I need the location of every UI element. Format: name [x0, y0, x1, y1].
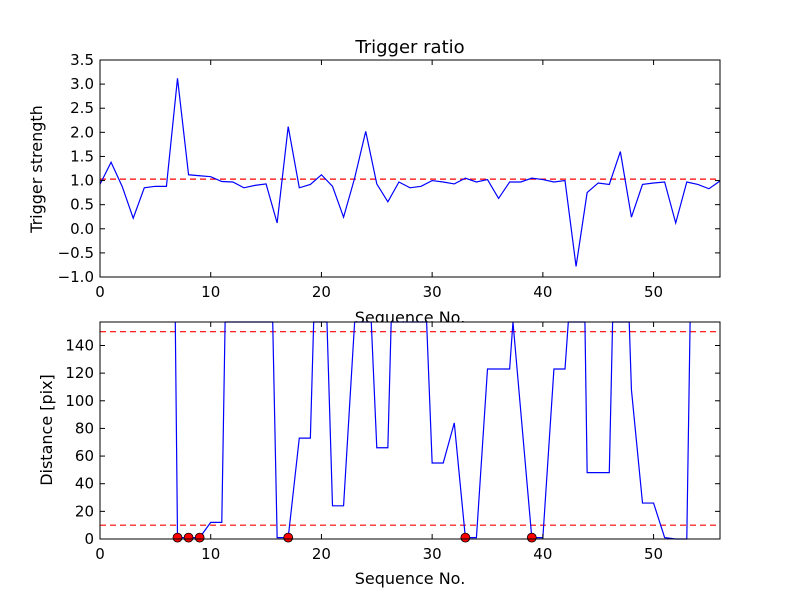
- y-tick-label: 1.0: [70, 172, 94, 190]
- data-marker: [183, 532, 194, 543]
- y-tick-label: 1.5: [70, 147, 94, 165]
- chart-distance: 0 10 20 30 40 50 0 20 40 60 80 100 120 140 Sequence …: [37, 321, 721, 588]
- x-axis-label: Sequence No.: [355, 569, 466, 588]
- x-tick-label: 40: [533, 283, 552, 301]
- x-tick-label: 40: [533, 545, 552, 563]
- y-axis-label: Trigger strength: [27, 105, 46, 234]
- data-line: [99, 78, 721, 267]
- y-tick-label: 0: [84, 530, 94, 548]
- x-tick-label: 0: [95, 545, 105, 563]
- y-tick-label: 100: [65, 392, 94, 410]
- y-tick-label: 120: [65, 364, 94, 382]
- x-tick-label: 20: [312, 283, 331, 301]
- data-marker: [283, 532, 294, 543]
- y-tick-label: −0.5: [58, 244, 94, 262]
- y-tick-label: 3.0: [70, 75, 94, 93]
- x-tick-label: 30: [423, 545, 442, 563]
- y-axis-label: Distance [pix]: [37, 374, 56, 486]
- y-tick-label: 0.0: [70, 220, 94, 238]
- y-tick-label: 60: [75, 447, 94, 465]
- plot-frame: [99, 321, 721, 540]
- y-tick-label: 3.5: [70, 51, 94, 69]
- x-tick-label: 0: [95, 283, 105, 301]
- data-marker: [172, 532, 183, 543]
- y-tick-label: 80: [75, 419, 94, 437]
- data-marker: [526, 532, 537, 543]
- plot-background: [100, 322, 720, 539]
- y-tick-label: 140: [65, 336, 94, 354]
- data-marker: [194, 532, 205, 543]
- plot-background: [100, 60, 720, 277]
- x-tick-label: 10: [201, 545, 220, 563]
- x-tick-label: 50: [644, 283, 663, 301]
- y-tick-label: 20: [75, 502, 94, 520]
- x-tick-label: 30: [423, 283, 442, 301]
- data-marker: [460, 532, 471, 543]
- chart-trigger-ratio: Trigger ratio 0 10 20 30 40 50 −1.0 −0.5 0.0 0.5…: [27, 37, 721, 327]
- y-tick-label: 0.5: [70, 196, 94, 214]
- chart-title: Trigger ratio: [354, 37, 464, 58]
- x-tick-label: 50: [644, 545, 663, 563]
- y-tick-label: 2.0: [70, 123, 94, 141]
- plot-frame: [99, 59, 721, 278]
- y-tick-label: 40: [75, 475, 94, 493]
- x-tick-label: 10: [201, 283, 220, 301]
- x-tick-label: 20: [312, 545, 331, 563]
- y-tick-label: −1.0: [58, 268, 94, 286]
- y-tick-label: 2.5: [70, 99, 94, 117]
